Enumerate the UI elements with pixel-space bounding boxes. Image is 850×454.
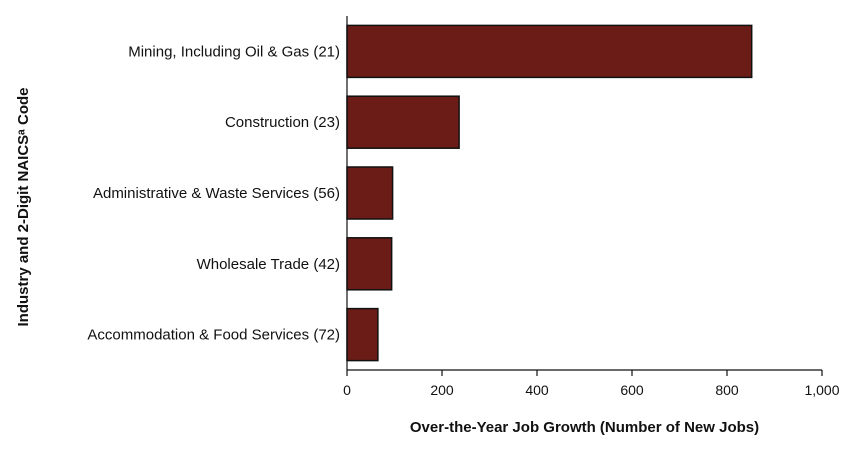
x-axis-title: Over-the-Year Job Growth (Number of New … — [410, 419, 759, 436]
bar-4 — [346, 307, 379, 362]
category-label-4: Accommodation & Food Services (72) — [87, 327, 340, 344]
x-tick-label-0: 0 — [343, 382, 351, 398]
category-label-2: Administrative & Waste Services (56) — [93, 185, 340, 202]
x-ticks-group: 0 200 400 600 800 1,000 — [343, 370, 840, 398]
category-labels-group: Mining, Including Oil & Gas (21) Construc… — [87, 43, 340, 343]
y-axis-title: Industry and 2-Digit NAICSᵃ Code — [15, 87, 32, 326]
bar-1 — [346, 95, 460, 149]
x-tick-label-2: 400 — [525, 382, 549, 398]
bars-group — [346, 24, 753, 362]
bar-2 — [346, 166, 394, 220]
bar-3 — [346, 237, 393, 291]
bar-0 — [346, 24, 753, 79]
x-tick-label-4: 800 — [715, 382, 739, 398]
x-tick-label-3: 600 — [620, 382, 644, 398]
x-tick-label-5: 1,000 — [804, 382, 839, 398]
category-label-3: Wholesale Trade (42) — [197, 256, 340, 273]
category-label-1: Construction (23) — [225, 114, 340, 131]
category-label-0: Mining, Including Oil & Gas (21) — [128, 43, 340, 60]
x-tick-label-1: 200 — [430, 382, 454, 398]
